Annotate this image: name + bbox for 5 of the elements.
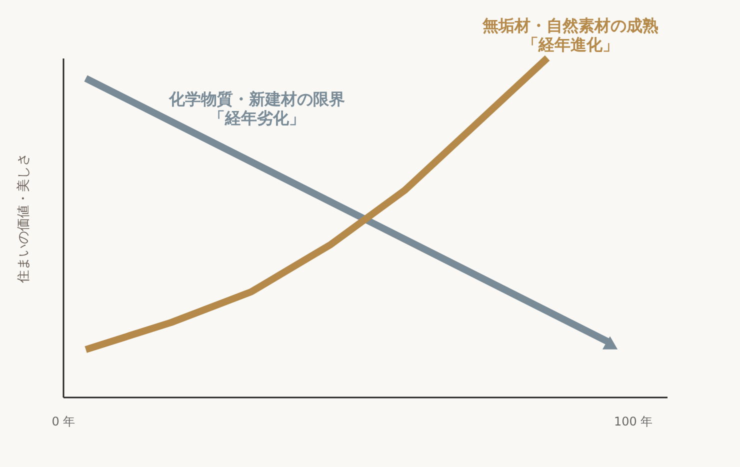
x-tick-label: 0 年 xyxy=(52,414,76,428)
x-tick-label: 100 年 xyxy=(614,414,653,428)
series-label: 化学物質・新建材の限界「経年劣化」 xyxy=(168,89,345,128)
y-axis-title: 住まいの価値・美しさ xyxy=(16,153,32,284)
text: 無垢材・自然素材の成熟「経年進化」 xyxy=(481,16,658,54)
